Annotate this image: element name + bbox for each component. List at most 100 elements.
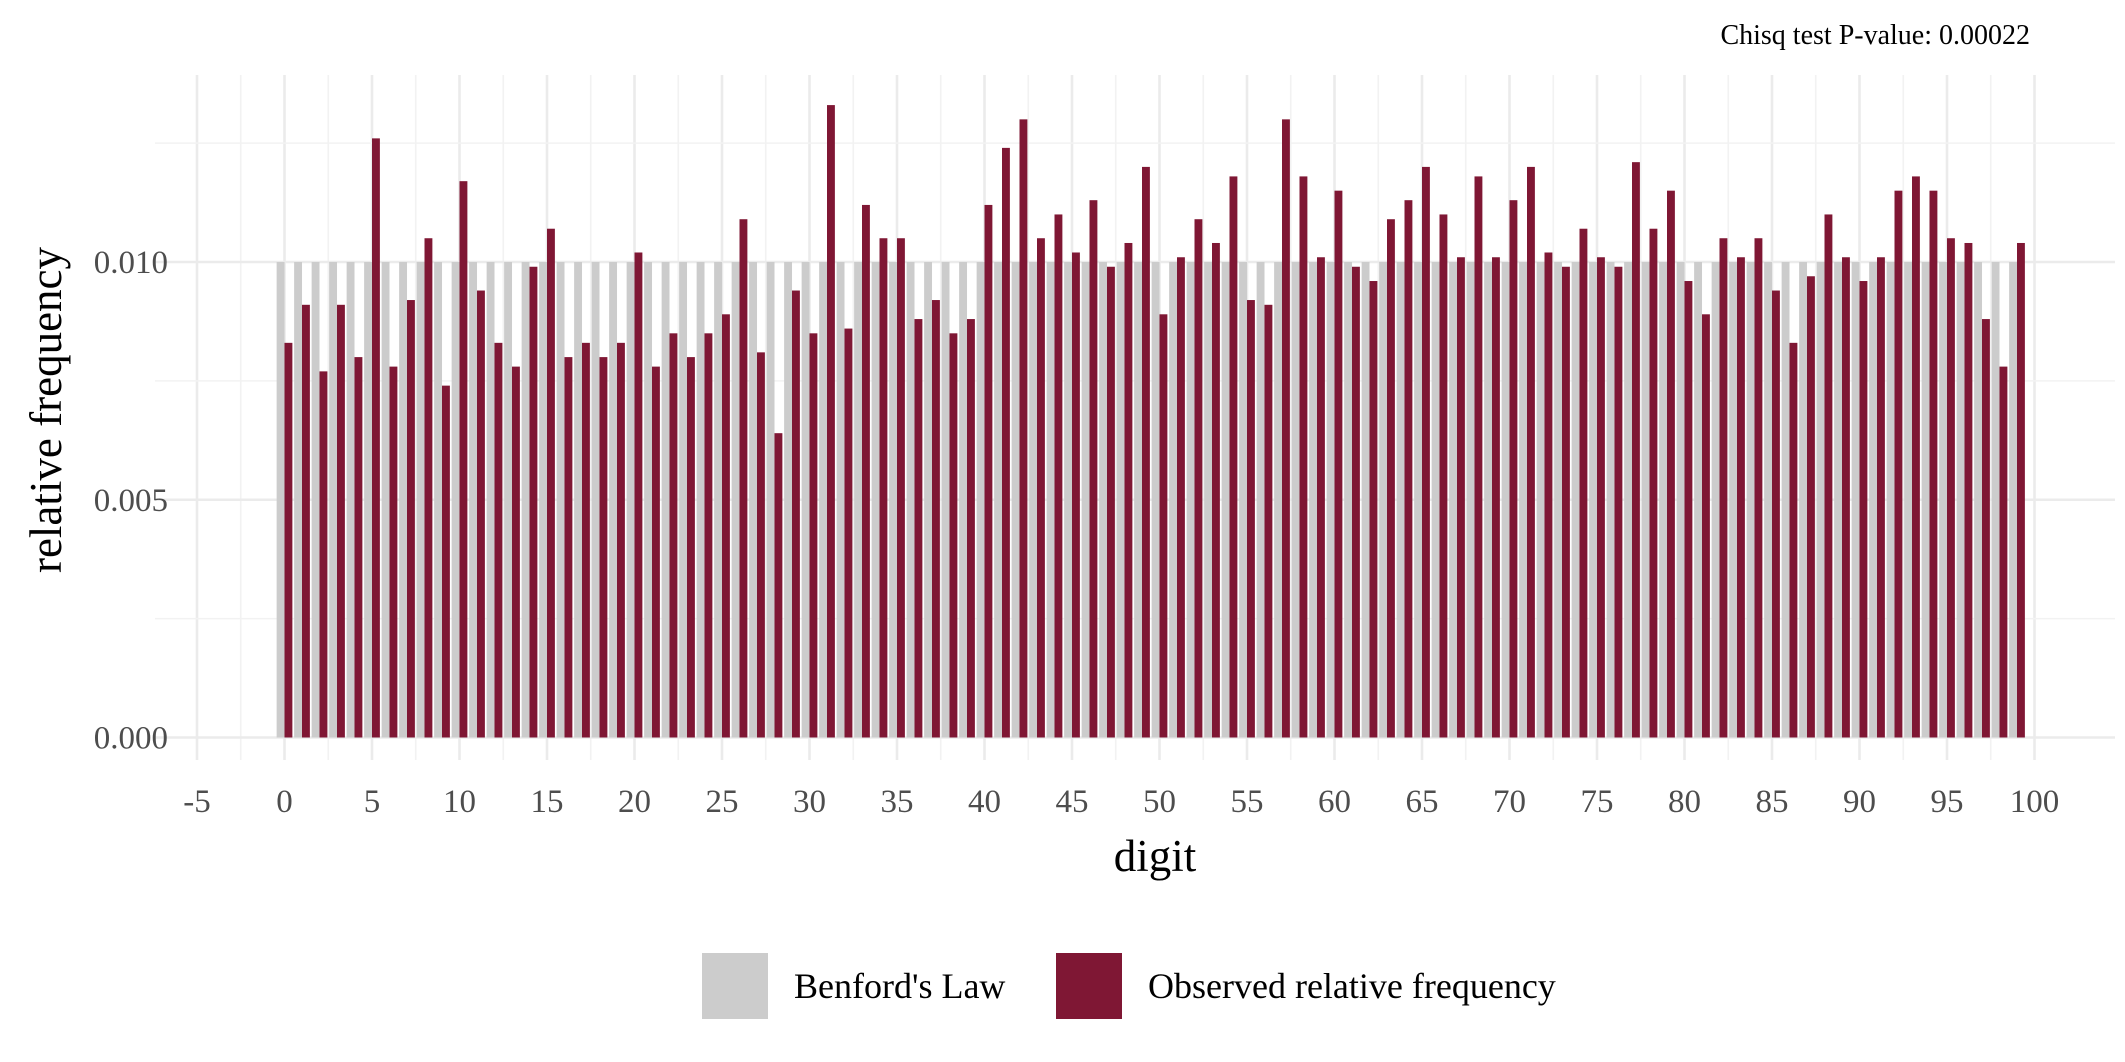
observed-bar <box>1404 200 1413 738</box>
observed-bar <box>1089 200 1098 738</box>
benford-bar <box>591 262 600 738</box>
benford-bar <box>329 262 338 738</box>
benford-bar <box>766 262 775 738</box>
x-tick-label: 25 <box>706 784 739 820</box>
observed-bar <box>319 371 328 738</box>
benford-bar <box>1519 262 1528 738</box>
benford-bar <box>1501 262 1510 738</box>
observed-bar <box>1789 342 1798 738</box>
benford-bar <box>539 262 548 738</box>
x-tick-label: 55 <box>1231 784 1264 820</box>
x-tick-label: 20 <box>618 784 651 820</box>
benford-bar <box>661 262 670 738</box>
observed-bar <box>1894 190 1903 738</box>
observed-bar <box>1352 266 1360 738</box>
benford-bar <box>906 262 915 738</box>
observed-bar <box>1474 176 1483 738</box>
observed-bar <box>1422 166 1430 738</box>
benford-bar <box>1816 262 1825 738</box>
benford-bar <box>1694 262 1703 738</box>
benford-bar <box>1799 262 1808 738</box>
benford-bar <box>1834 262 1843 738</box>
observed-bar <box>967 319 975 738</box>
observed-bar <box>914 319 923 738</box>
observed-bar <box>1439 214 1448 738</box>
benford-bar <box>889 262 898 738</box>
benford-bar <box>1974 262 1983 738</box>
legend-label-benford: Benford's Law <box>794 966 1005 1006</box>
observed-bar <box>1002 147 1010 738</box>
observed-bar <box>1912 176 1920 738</box>
benford-bar <box>959 262 968 738</box>
observed-bar <box>1877 257 1885 738</box>
y-axis-ticks: 0.000 0.005 0.010 <box>94 245 168 757</box>
observed-bar <box>564 357 573 738</box>
benford-bar <box>574 262 583 738</box>
benford-bar <box>1169 262 1178 738</box>
benford-bar <box>1939 262 1948 738</box>
benford-bar <box>731 262 740 738</box>
benford-bar <box>836 262 845 738</box>
benford-bar <box>1449 262 1458 738</box>
benford-bar <box>1431 262 1440 738</box>
observed-bar <box>1457 257 1465 738</box>
benford-bar <box>2009 262 2018 738</box>
benford-bar <box>556 262 565 738</box>
benford-bar <box>1781 262 1790 738</box>
benford-bar <box>1606 262 1615 738</box>
benford-bar <box>1099 262 1108 738</box>
observed-bar <box>1597 257 1605 738</box>
benford-bar <box>486 262 495 738</box>
observed-bar <box>687 357 695 738</box>
benford-bar <box>941 262 950 738</box>
benford-bar <box>1011 262 1020 738</box>
benford-bar <box>346 262 355 738</box>
observed-bar <box>844 328 853 738</box>
benford-bar <box>1711 262 1720 738</box>
observed-bar <box>1177 257 1185 738</box>
observed-bar <box>1737 257 1745 738</box>
observed-bar <box>722 314 730 738</box>
benford-bar <box>1361 262 1370 738</box>
observed-bar <box>1544 252 1553 738</box>
observed-bar <box>284 342 293 738</box>
observed-bar <box>757 352 765 738</box>
observed-bar <box>1142 166 1150 738</box>
x-tick-label: 65 <box>1406 784 1439 820</box>
observed-bar <box>1632 162 1640 738</box>
observed-bar <box>932 300 940 738</box>
observed-bar <box>704 333 713 738</box>
benford-bar <box>1904 262 1913 738</box>
benford-bar <box>1729 262 1738 738</box>
observed-bar <box>512 366 520 738</box>
x-tick-label: 100 <box>2010 784 2060 820</box>
observed-bar <box>1684 281 1693 738</box>
observed-bar <box>1982 319 1990 738</box>
benford-bar <box>644 262 653 738</box>
benford-bar <box>1134 262 1143 738</box>
observed-bar <box>617 342 625 738</box>
observed-bar <box>1247 300 1255 738</box>
observed-bar <box>389 366 398 738</box>
observed-bar <box>1037 238 1045 738</box>
benford-bar <box>504 262 513 738</box>
observed-bar <box>1772 290 1780 738</box>
benford-bar <box>871 262 880 738</box>
benford-bar <box>1869 262 1878 738</box>
x-tick-label: 95 <box>1931 784 1964 820</box>
observed-bar <box>739 219 748 738</box>
legend-label-observed: Observed relative frequency <box>1148 966 1556 1006</box>
x-tick-label: 15 <box>531 784 564 820</box>
benford-bar <box>1571 262 1580 738</box>
x-tick-label: 0 <box>276 784 293 820</box>
benford-bar <box>1186 262 1195 738</box>
benford-bar <box>1291 262 1300 738</box>
observed-bar <box>424 238 433 738</box>
x-tick-label: 35 <box>881 784 914 820</box>
observed-bar <box>1562 266 1570 738</box>
benford-bar <box>1764 262 1773 738</box>
observed-bar <box>599 357 608 738</box>
benford-bar <box>1029 262 1038 738</box>
observed-bar <box>1212 242 1220 738</box>
observed-bar <box>1719 238 1728 738</box>
